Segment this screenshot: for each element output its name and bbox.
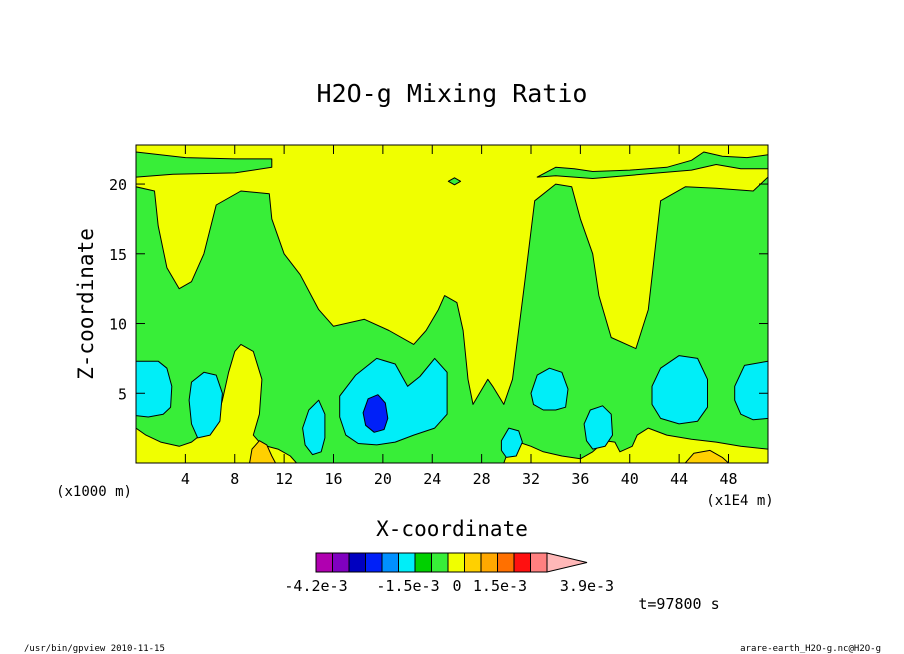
contour-region-1 <box>136 176 768 463</box>
colorbar-extension-arrow <box>546 552 588 573</box>
chart-title: H2O-g Mixing Ratio <box>317 79 588 108</box>
colorbar-swatch-10 <box>480 552 498 573</box>
colorbar-label-4: 3.9e-3 <box>560 577 614 595</box>
contour-region-11 <box>302 399 326 456</box>
x-scale-label: (x1E4 m) <box>706 493 773 509</box>
x-tick-label-36: 36 <box>571 470 589 488</box>
contour-region-2 <box>136 151 273 178</box>
contour-region-18 <box>362 394 389 433</box>
x-tick-label-32: 32 <box>522 470 540 488</box>
contour-region-14 <box>530 367 569 411</box>
contour-region-13 <box>500 427 523 458</box>
colorbar-swatch-8 <box>447 552 465 573</box>
x-tick-label-40: 40 <box>621 470 639 488</box>
colorbar-labels: -4.2e-3 -1.5e-3 0 1.5e-3 3.9e-3 <box>284 577 614 595</box>
footer-right: arare-earth_H2O-g.nc@H2O-g <box>740 644 881 654</box>
contour-region-10 <box>188 371 223 439</box>
colorbar-swatch-12 <box>513 552 531 573</box>
colorbar-label-0: -4.2e-3 <box>284 577 347 595</box>
y-tick-label-5: 5 <box>118 385 127 403</box>
colorbar-swatch-11 <box>497 552 515 573</box>
contour-region-7 <box>249 440 276 463</box>
colorbar-label-2: 0 <box>452 577 461 595</box>
colorbar-swatch-7 <box>431 552 449 573</box>
contour-region-5 <box>136 343 297 463</box>
contour-region-8 <box>684 449 729 463</box>
x-unit-label: (x1000 m) <box>56 484 132 500</box>
contour-region-16 <box>651 355 708 425</box>
y-tick-label-15: 15 <box>109 246 127 264</box>
y-axis: 5 10 15 20 <box>109 176 768 403</box>
colorbar-swatch-5 <box>398 552 416 573</box>
colorbar-swatch-6 <box>414 552 432 573</box>
colorbar-swatch-2 <box>348 552 366 573</box>
colorbar-swatch-0 <box>315 552 333 573</box>
contour-region-9 <box>136 360 173 418</box>
x-tick-label-48: 48 <box>719 470 737 488</box>
colorbar-label-1: -1.5e-3 <box>376 577 439 595</box>
footer-left: /usr/bin/gpview 2010-11-15 <box>24 644 165 654</box>
contour-region-15 <box>583 405 613 450</box>
colorbar-swatch-9 <box>464 552 482 573</box>
x-tick-label-28: 28 <box>473 470 491 488</box>
x-tick-label-8: 8 <box>230 470 239 488</box>
colorbar-label-3: 1.5e-3 <box>473 577 527 595</box>
x-tick-label-24: 24 <box>423 470 441 488</box>
colorbar <box>315 552 588 573</box>
plot-frame <box>135 144 769 464</box>
x-tick-label-44: 44 <box>670 470 688 488</box>
colorbar-swatch-13 <box>530 552 548 573</box>
x-tick-label-12: 12 <box>275 470 293 488</box>
x-tick-label-16: 16 <box>324 470 342 488</box>
x-axis: 4 8 12 16 20 24 28 32 36 40 44 48 <box>181 145 738 488</box>
x-axis-label: X-coordinate <box>376 517 528 541</box>
colorbar-swatch-1 <box>332 552 350 573</box>
x-tick-label-4: 4 <box>181 470 190 488</box>
time-label: t=97800 s <box>638 595 719 613</box>
colorbar-swatch-3 <box>365 552 383 573</box>
contour-region-17 <box>734 360 768 421</box>
contour-fill-regions <box>136 145 768 463</box>
contour-region-3 <box>536 151 768 179</box>
y-axis-label: Z-coordinate <box>74 228 98 380</box>
contour-region-4 <box>447 177 462 186</box>
y-tick-label-20: 20 <box>109 176 127 194</box>
x-tick-label-20: 20 <box>374 470 392 488</box>
y-tick-label-10: 10 <box>109 316 127 334</box>
colorbar-swatch-4 <box>381 552 399 573</box>
